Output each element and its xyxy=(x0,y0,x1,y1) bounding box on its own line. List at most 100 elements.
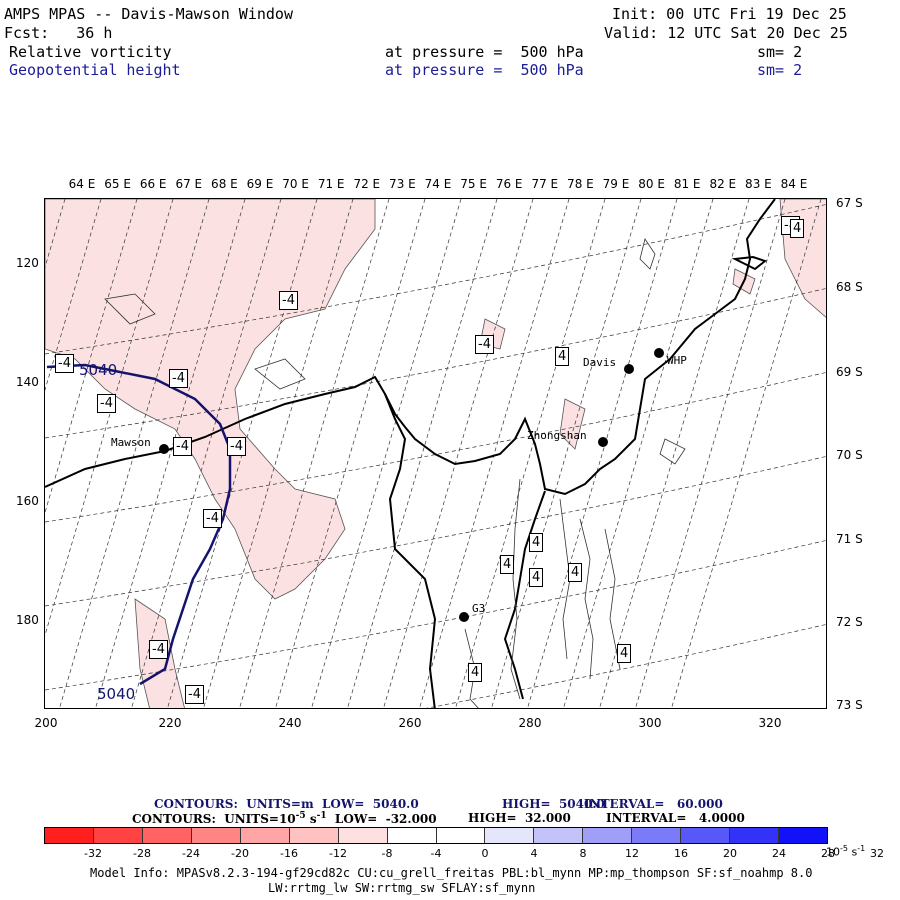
colorbar-label: 0 xyxy=(481,847,489,860)
vorticity-value-label: -4 xyxy=(169,369,188,388)
lat-label: 73 S xyxy=(836,698,863,712)
field1-name: Relative vorticity xyxy=(9,43,172,61)
lon-label: 69 E xyxy=(246,177,274,191)
vorticity-value-label: -4 xyxy=(97,394,116,413)
colorbar-swatch xyxy=(387,828,437,843)
station-label-whp: WHP xyxy=(667,354,687,367)
colorbar-swatch xyxy=(681,828,731,843)
vorticity-value-label: -4 xyxy=(203,509,222,528)
lat-label: 70 S xyxy=(836,448,863,462)
coastline xyxy=(45,199,776,708)
vorticity-value-label: 4 xyxy=(529,568,544,587)
colorbar-swatch xyxy=(93,828,143,843)
parallel-line xyxy=(45,456,826,607)
y-axis-label: 160 xyxy=(16,494,39,508)
station-dot-davis xyxy=(624,364,634,374)
vorticity-value-label: -4 xyxy=(227,437,246,456)
lon-label: 78 E xyxy=(567,177,594,191)
lon-label: 82 E xyxy=(709,177,737,191)
vorticity-value-label: -4 xyxy=(149,640,168,659)
colorbar-swatch xyxy=(289,828,339,843)
vorticity-value-label: -4 xyxy=(173,437,192,456)
lat-label: 68 S xyxy=(836,280,863,294)
parallel-line xyxy=(45,372,826,523)
station-label-zhongshan: Zhongshan xyxy=(527,429,587,442)
colorbar-swatch xyxy=(779,828,827,843)
station-label-g3: G3 xyxy=(472,602,485,615)
colorbar-label: -20 xyxy=(231,847,249,860)
station-dot-g3 xyxy=(459,612,469,622)
height-contour-info: CONTOURS: UNITS=m LOW= 5040.0 HIGH= 5040.… xyxy=(154,797,723,811)
colorbar-swatch xyxy=(632,828,682,843)
vort-units-sexp: -1 xyxy=(316,811,327,821)
colorbar-swatch xyxy=(436,828,486,843)
model-info-line2: LW:rrtmg_lw SW:rrtmg_sw SFLAY:sf_mynn xyxy=(268,881,536,895)
vort-contour-interval: INTERVAL= 4.0000 xyxy=(606,811,745,825)
meridian-line xyxy=(59,199,210,708)
vort-contour-info: CONTOURS: UNITS=10-5 s-1 LOW= -32.000 HIG… xyxy=(132,811,745,826)
map-panel: Mawson Davis WHP Zhongshan G3 5040 5040 … xyxy=(44,198,827,709)
colorbar-label: 28 xyxy=(821,847,835,860)
field1-smoothing: sm= 2 xyxy=(757,43,803,61)
lon-label: 80 E xyxy=(638,177,665,191)
vort-contour-units: CONTOURS: UNITS=10 xyxy=(132,812,296,826)
lon-label: 81 E xyxy=(673,177,701,191)
meridian-line xyxy=(455,199,606,708)
model-info-line1: Model Info: MPASv8.2.3-194-gf29cd82c CU:… xyxy=(90,866,813,880)
x-axis-label: 300 xyxy=(638,716,662,730)
vorticity-value-label: -4 xyxy=(185,685,204,704)
height-contour-units: CONTOURS: UNITS=m LOW= 5040.0 xyxy=(154,797,419,811)
vorticity-value-label: 4 xyxy=(568,563,583,582)
height-label-top: 5040 xyxy=(79,361,117,379)
lat-label: 69 S xyxy=(836,365,863,379)
meridian-line xyxy=(527,199,678,708)
vorticity-value-label: -4 xyxy=(475,335,494,354)
vorticity-value-label: 4 xyxy=(529,533,544,552)
init-time: Init: 00 UTC Fri 19 Dec 25 xyxy=(612,5,847,23)
lon-label: 70 E xyxy=(282,177,309,191)
colorbar xyxy=(44,827,828,844)
vorticity-value-label: 4 xyxy=(500,555,515,574)
colorbar-label: 8 xyxy=(579,847,587,860)
meridian-line xyxy=(311,199,462,708)
meridian-line xyxy=(203,199,354,708)
lon-label: 71 E xyxy=(317,177,345,191)
colorbar-label: 20 xyxy=(723,847,737,860)
meridian-line xyxy=(635,199,786,708)
x-axis-label: 320 xyxy=(758,716,782,730)
lon-label: 72 E xyxy=(353,177,381,191)
station-label-davis: Davis xyxy=(583,356,616,369)
colorbar-units-sexp: -1 xyxy=(857,844,866,853)
colorbar-label: -8 xyxy=(381,847,393,860)
lon-label: 66 E xyxy=(139,177,167,191)
vorticity-value-label: 4 xyxy=(790,219,805,238)
colorbar-label: -16 xyxy=(280,847,298,860)
lon-label: 83 E xyxy=(745,177,772,191)
meridian-line xyxy=(45,199,174,637)
meridian-line xyxy=(671,199,822,708)
colorbar-label: 16 xyxy=(674,847,688,860)
colorbar-label: -4 xyxy=(430,847,442,860)
lon-label: 74 E xyxy=(424,177,452,191)
x-axis-label: 200 xyxy=(34,716,58,730)
colorbar-label: 32 xyxy=(870,847,884,860)
lat-label: 72 S xyxy=(836,615,863,629)
height-label-bottom: 5040 xyxy=(97,685,135,703)
lon-label: 84 E xyxy=(780,177,808,191)
x-axis-label: 220 xyxy=(158,716,182,730)
vort-units-s: s xyxy=(305,812,317,826)
field2-smoothing: sm= 2 xyxy=(757,61,803,79)
vort-contour-high: HIGH= 32.000 xyxy=(468,811,571,825)
vorticity-value-label: 4 xyxy=(468,663,483,682)
colorbar-swatch xyxy=(240,828,290,843)
colorbar-swatch xyxy=(191,828,241,843)
lat-label: 71 S xyxy=(836,532,863,546)
field2-level: at pressure = 500 hPa xyxy=(385,61,584,79)
x-axis-label: 260 xyxy=(398,716,422,730)
meridian-line xyxy=(45,199,138,514)
colorbar-label: -12 xyxy=(329,847,347,860)
height-contour-high: HIGH= 5040.0 xyxy=(502,797,605,811)
meridian-line xyxy=(599,199,750,708)
station-dot-mawson xyxy=(159,444,169,454)
colorbar-label: -32 xyxy=(84,847,102,860)
